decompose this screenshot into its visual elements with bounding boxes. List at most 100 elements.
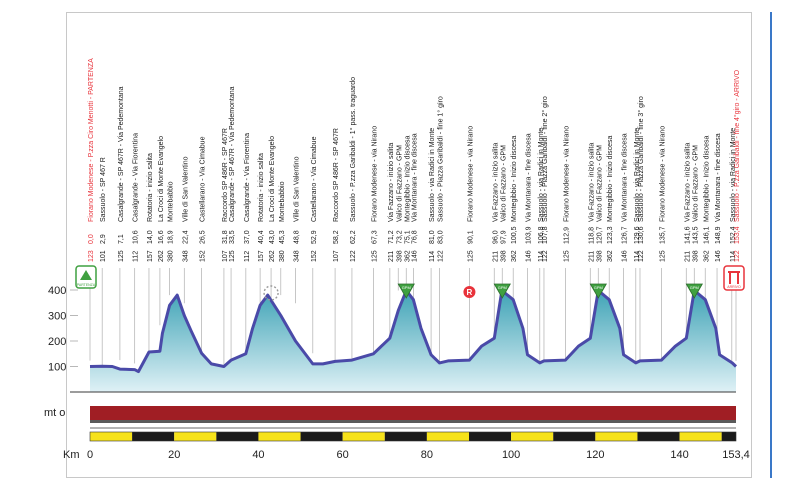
waypoint-altitude: 125 <box>118 250 125 262</box>
waypoint-label: 101 2,9 Sassuolo - SP 467 R <box>100 157 107 262</box>
axes-group: 100 200 300 400 mt o Km 0 20 40 60 80 100 120 140 153,… <box>44 285 750 461</box>
gpm-marker <box>397 283 415 299</box>
waypoint-km: 141,6 <box>684 226 691 244</box>
gpm-marker-label: GPM <box>690 285 699 290</box>
waypoint-name: Via Montanara - fine discesa <box>622 133 629 222</box>
km-ruler-segment <box>384 432 427 441</box>
waypoint-altitude: 112 <box>133 251 140 262</box>
waypoint-label: 112 37,0 Casalgrande - Via Fiorentina <box>244 133 251 262</box>
waypoint-km: 26,5 <box>200 230 207 244</box>
waypoint-km: 106,8 <box>538 226 545 244</box>
waypoint-label: 211 118,8 Via Fazzano - inizio salita <box>588 143 595 262</box>
waypoint-km: 75,1 <box>404 230 411 244</box>
waypoint-km: 45,3 <box>279 230 286 244</box>
waypoint-altitude: 125 <box>371 250 378 262</box>
waypoint-km: 16,6 <box>158 230 165 244</box>
waypoint-altitude: 398 <box>596 250 603 262</box>
waypoint-km: 40,4 <box>258 230 265 244</box>
km-ruler-segment <box>595 432 638 441</box>
waypoint-label: 107 31,8 Raccordo SP 486R - SP 467R <box>222 128 229 262</box>
waypoint-km: 135,7 <box>659 226 666 244</box>
x-tick-label: 0 <box>87 449 93 461</box>
waypoint-altitude: 123 <box>88 250 95 262</box>
waypoint-name: Sassuolo - via Radici in Monte <box>429 128 436 222</box>
waypoint-name: Via Fazzano - inizio salita <box>588 143 595 222</box>
waypoint-altitude: 122 <box>542 250 549 262</box>
waypoint-labels-group: 123 0,0 Fiorano Modenese - P.zza Ciro Meno… <box>88 58 741 262</box>
feed-zone-icon <box>263 285 279 301</box>
sprint-marker <box>463 286 476 298</box>
waypoint-name: Fiorano Modenese - via Nirano <box>371 126 378 222</box>
y-tick-label: 400 <box>48 285 66 297</box>
waypoint-name: Sassuolo - via Radici in Monte <box>730 128 737 222</box>
x-tick-label: 60 <box>337 449 349 461</box>
base-band-shadow <box>90 420 736 423</box>
waypoint-km: 37,0 <box>244 230 251 244</box>
waypoint-km: 31,8 <box>222 230 229 244</box>
waypoint-label: 146 126,7 Via Montanara - fine discesa <box>622 133 629 262</box>
waypoint-name: Casalgrande - SP 467R - Via Pedemontana <box>118 86 125 222</box>
waypoint-label: 125 7,1 Casalgrande - SP 467R - Via Pedemo… <box>118 86 125 262</box>
profile-line <box>89 289 738 374</box>
finish-badge-label: ARRIVO <box>727 285 741 289</box>
waypoint-km: 0,0 <box>88 234 95 244</box>
waypoint-altitude: 125 <box>659 250 666 262</box>
waypoint-label: 348 48,8 Ville di San Valentino <box>294 156 301 262</box>
waypoint-name: Montebabbio <box>168 181 175 222</box>
waypoint-label: 262 43,0 La Croci di Monte Evangelo <box>269 136 276 262</box>
x-axis-label: Km <box>63 449 80 461</box>
waypoint-label: 122 153,4 Sassuolo - P.zza Garibaldi - fin… <box>733 69 741 262</box>
waypoint-km: 43,0 <box>269 230 276 244</box>
waypoint-km: 100,5 <box>511 226 518 244</box>
waypoint-label: 157 14,0 Rotatoria - inizio salita <box>147 153 154 262</box>
km-ruler-segment <box>132 432 175 441</box>
waypoint-label: 211 71,2 Via Fazzano - inizio salita <box>388 143 395 262</box>
waypoint-km: 146,1 <box>703 226 710 244</box>
waypoint-name: Castellarano - Via Cimabue <box>200 136 207 222</box>
waypoint-km: 22,4 <box>182 230 189 244</box>
waypoint-label: 398 97,9 Valico di Fazzano - GPM <box>500 145 507 262</box>
waypoint-km: 96,0 <box>492 230 499 244</box>
x-tick-label: 140 <box>670 449 688 461</box>
waypoint-label: 125 135,7 Fiorano Modenese - via Nirano <box>659 126 666 262</box>
waypoint-km: 33,5 <box>229 230 236 244</box>
waypoint-altitude: 211 <box>492 251 499 262</box>
waypoint-km: 48,8 <box>294 230 301 244</box>
waypoint-label: 125 112,9 Fiorano Modenese - via Nirano <box>563 126 570 262</box>
waypoint-altitude: 125 <box>563 250 570 262</box>
waypoint-km: 148,9 <box>715 226 722 244</box>
waypoint-label: 107 58,2 Raccordo SP 486R - SP 467R <box>333 128 340 262</box>
waypoint-label: 362 100,5 Montegibbio - Inizio discesa <box>511 136 518 262</box>
waypoint-km: 112,9 <box>563 227 570 244</box>
waypoint-name: Via Montanara - fine discesa <box>715 133 722 222</box>
waypoint-label: 114 106,8 Sassuolo - via Radici in Monte <box>538 128 545 262</box>
waypoint-name: Sassuolo - Piazza Garibaldi - fine 1° gi… <box>437 96 445 222</box>
waypoint-altitude: 157 <box>147 250 154 262</box>
waypoint-altitude: 211 <box>588 251 595 262</box>
waypoint-name: Fiorano Modenese - via Nirano <box>563 126 570 222</box>
waypoint-label: 114 129,6 Sassuolo - via Radici in Monte <box>634 128 641 262</box>
waypoint-altitude: 122 <box>438 250 445 262</box>
waypoint-label: 125 33,5 Casalgrande - SP 467R - Via Pedem… <box>229 86 236 262</box>
waypoint-label: 125 67,3 Fiorano Modenese - via Nirano <box>371 126 378 262</box>
waypoint-name: Rotatoria - inizio salita <box>258 153 265 222</box>
waypoint-km: 143,5 <box>692 226 699 244</box>
km-ruler-segment <box>216 432 259 441</box>
waypoint-label: 112 10,6 Casalgrande - Via Fiorentina <box>133 133 140 262</box>
km-ruler-segment <box>258 432 301 441</box>
waypoint-km: 62,2 <box>350 230 357 244</box>
waypoint-altitude: 114 <box>429 251 436 262</box>
waypoint-km: 97,9 <box>500 230 507 244</box>
waypoint-label: 380 18,9 Montebabbio <box>168 181 175 262</box>
waypoint-altitude: 112 <box>244 251 251 262</box>
waypoint-label: 262 16,6 La Croci di Monte Evangelo <box>158 136 165 262</box>
waypoint-name: Via Fazzano - inizio salita <box>388 143 395 222</box>
waypoint-km: 120,7 <box>596 226 603 244</box>
km-ruler-outline <box>89 431 737 442</box>
waypoint-km: 81,0 <box>429 230 436 244</box>
waypoint-km: 14,0 <box>147 230 154 244</box>
waypoint-label: 380 45,3 Montebabbio <box>279 181 286 262</box>
waypoint-label: 122 107,8 Sassuolo - Piazza Garibaldi - fi… <box>541 96 549 262</box>
km-ruler-segment <box>469 432 512 441</box>
